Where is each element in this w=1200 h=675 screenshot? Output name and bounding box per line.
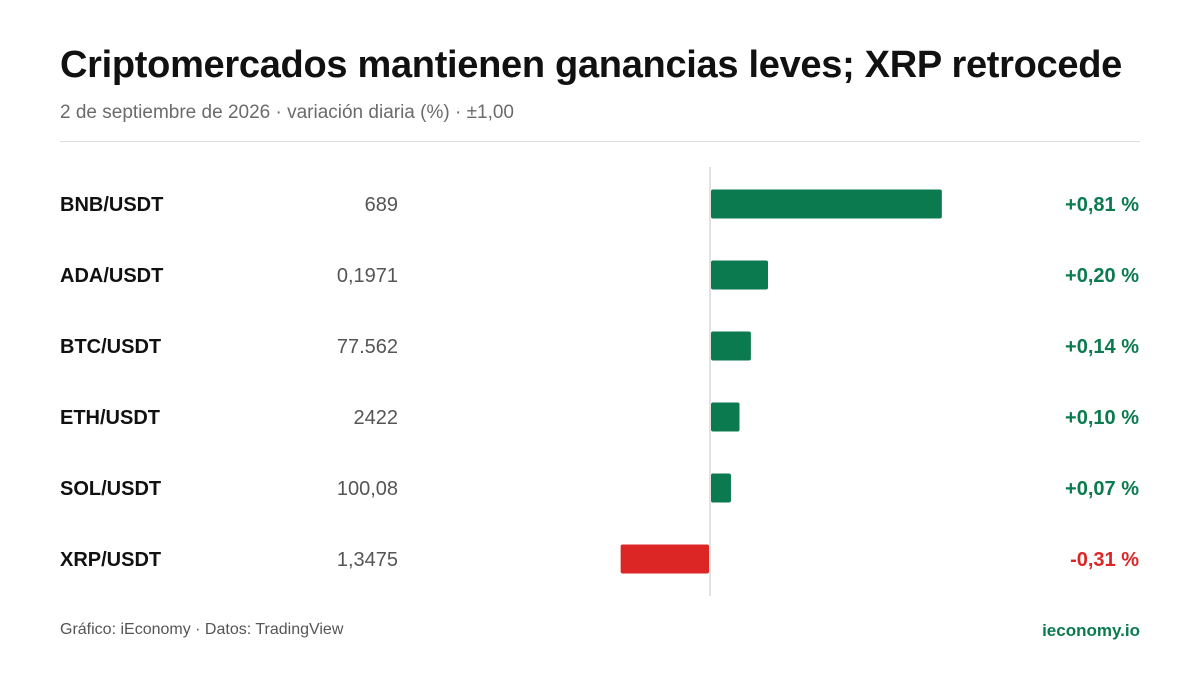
price-label: 2422 (354, 407, 399, 429)
change-label: +0,20 % (1065, 265, 1139, 287)
price-label: 0,1971 (337, 265, 398, 287)
change-label: +0,14 % (1065, 336, 1139, 358)
footer-credit: Gráfico: iEconomy · Datos: TradingView (60, 621, 344, 638)
pair-label: ADA/USDT (60, 265, 163, 287)
pair-label: BTC/USDT (60, 336, 161, 358)
change-label: +0,07 % (1065, 478, 1139, 500)
chart-title: Criptomercados mantienen ganancias leves… (60, 44, 1122, 86)
price-label: 77.562 (337, 336, 398, 358)
bar-negative (620, 544, 709, 574)
bar-positive (711, 402, 740, 432)
bar-positive (711, 189, 942, 219)
price-label: 100,08 (337, 478, 398, 500)
header-divider (60, 141, 1140, 142)
bar-positive (711, 260, 768, 290)
pair-label: SOL/USDT (60, 478, 161, 500)
pair-label: XRP/USDT (60, 549, 161, 571)
change-label: -0,31 % (1070, 549, 1139, 571)
pair-label: BNB/USDT (60, 194, 163, 216)
footer-brand[interactable]: ieconomy.io (1042, 621, 1140, 640)
bar-positive (711, 473, 731, 503)
change-label: +0,81 % (1065, 194, 1139, 216)
change-label: +0,10 % (1065, 407, 1139, 429)
bar-positive (711, 331, 751, 361)
chart-subtitle: 2 de septiembre de 2026 · variación diar… (60, 102, 514, 123)
pair-label: ETH/USDT (60, 407, 160, 429)
price-label: 689 (365, 194, 398, 216)
price-label: 1,3475 (337, 549, 398, 571)
